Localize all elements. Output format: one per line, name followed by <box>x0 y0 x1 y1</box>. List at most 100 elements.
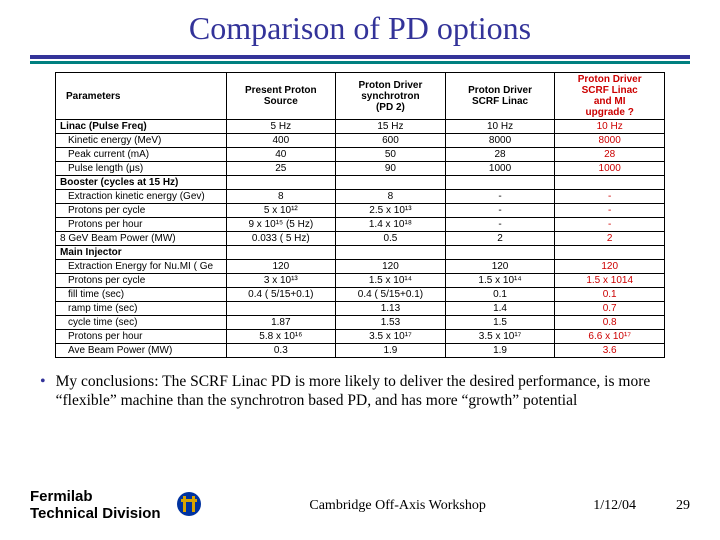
bullet-icon: • <box>40 372 46 411</box>
table-cell: 10 Hz <box>555 120 665 134</box>
table-cell: - <box>445 204 555 218</box>
table-cell: 0.033 ( 5 Hz) <box>226 232 336 246</box>
page-title: Comparison of PD options <box>0 0 720 55</box>
table-cell: 1.9 <box>336 344 446 358</box>
table-cell: Extraction kinetic energy (Gev) <box>56 190 227 204</box>
table-cell: 0.8 <box>555 316 665 330</box>
table-cell: Ave Beam Power (MW) <box>56 344 227 358</box>
table-cell: 120 <box>445 260 555 274</box>
footer-date: 1/12/04 <box>593 498 636 514</box>
table-cell: 5 Hz <box>226 120 336 134</box>
table-header-cell: Parameters <box>56 73 227 120</box>
table-cell: 40 <box>226 148 336 162</box>
table-row: fill time (sec)0.4 ( 5/15+0.1)0.4 ( 5/15… <box>56 288 665 302</box>
table-cell: 9 x 10¹⁵ (5 Hz) <box>226 218 336 232</box>
table-cell: 0.4 ( 5/15+0.1) <box>226 288 336 302</box>
table-cell: Protons per hour <box>56 330 227 344</box>
table-header-cell: Linac (Pulse Freq) <box>56 120 227 134</box>
table-cell <box>226 302 336 316</box>
table-cell: - <box>445 218 555 232</box>
table-cell: 1.13 <box>336 302 446 316</box>
table-cell: 5.8 x 10¹⁶ <box>226 330 336 344</box>
table-row: Main Injector <box>56 246 665 260</box>
lab-name: Fermilab Technical Division <box>30 489 170 522</box>
table-row: Protons per cycle5 x 10¹²2.5 x 10¹³-- <box>56 204 665 218</box>
table-cell: 8 GeV Beam Power (MW) <box>56 232 227 246</box>
title-underline <box>30 55 690 64</box>
table-cell: 1.5 x 10¹⁴ <box>445 274 555 288</box>
table-cell <box>226 176 336 190</box>
table-cell: fill time (sec) <box>56 288 227 302</box>
table-cell: 8000 <box>445 134 555 148</box>
table-cell <box>226 246 336 260</box>
table-header-cell: Proton DriverSCRF Linac <box>445 73 555 120</box>
table-cell: 2.5 x 10¹³ <box>336 204 446 218</box>
table-cell: 25 <box>226 162 336 176</box>
table-cell <box>336 176 446 190</box>
table-row: Booster (cycles at 15 Hz) <box>56 176 665 190</box>
table-row: cycle time (sec)1.871.531.50.8 <box>56 316 665 330</box>
table-cell: 0.5 <box>336 232 446 246</box>
table-cell: 0.4 ( 5/15+0.1) <box>336 288 446 302</box>
lab-line2: Technical Division <box>30 506 170 523</box>
table-cell: 1.5 x 10¹⁴ <box>336 274 446 288</box>
table-cell: 0.3 <box>226 344 336 358</box>
table-cell <box>555 246 665 260</box>
table-row: Protons per cycle3 x 10¹³1.5 x 10¹⁴1.5 x… <box>56 274 665 288</box>
table-cell: 1.4 x 10¹⁸ <box>336 218 446 232</box>
table-cell: 0.7 <box>555 302 665 316</box>
table-cell: 600 <box>336 134 446 148</box>
table-cell: 3.5 x 10¹⁷ <box>445 330 555 344</box>
footer-page: 29 <box>676 498 690 514</box>
table-cell: 1.87 <box>226 316 336 330</box>
table-header-cell: Booster (cycles at 15 Hz) <box>56 176 227 190</box>
table-row: ParametersPresent ProtonSourceProton Dri… <box>56 73 665 120</box>
table-header-cell: Proton DriverSCRF Linacand MIupgrade ? <box>555 73 665 120</box>
comparison-table-wrap: ParametersPresent ProtonSourceProton Dri… <box>55 72 665 358</box>
table-cell: 3 x 10¹³ <box>226 274 336 288</box>
table-header-cell: Proton Driversynchrotron(PD 2) <box>336 73 446 120</box>
slide-footer: Fermilab Technical Division Cambridge Of… <box>0 489 720 522</box>
table-cell: 5 x 10¹² <box>226 204 336 218</box>
table-cell: 0.1 <box>445 288 555 302</box>
table-cell: 28 <box>445 148 555 162</box>
table-cell: - <box>445 190 555 204</box>
table-row: Linac (Pulse Freq)5 Hz15 Hz10 Hz10 Hz <box>56 120 665 134</box>
table-cell: 50 <box>336 148 446 162</box>
table-cell: 120 <box>555 260 665 274</box>
table-row: Extraction Energy for Nu.MI ( Ge12012012… <box>56 260 665 274</box>
table-cell: Protons per cycle <box>56 204 227 218</box>
table-row: Pulse length (μs)259010001000 <box>56 162 665 176</box>
table-cell: 1.5 <box>445 316 555 330</box>
table-header-cell: Main Injector <box>56 246 227 260</box>
table-cell: 90 <box>336 162 446 176</box>
table-cell: ramp time (sec) <box>56 302 227 316</box>
table-cell: 3.5 x 10¹⁷ <box>336 330 446 344</box>
table-cell <box>445 246 555 260</box>
table-cell: 15 Hz <box>336 120 446 134</box>
table-cell: Peak current (mA) <box>56 148 227 162</box>
table-cell: Protons per cycle <box>56 274 227 288</box>
comparison-table: ParametersPresent ProtonSourceProton Dri… <box>55 72 665 358</box>
table-cell: 8000 <box>555 134 665 148</box>
table-row: Protons per hour5.8 x 10¹⁶3.5 x 10¹⁷3.5 … <box>56 330 665 344</box>
table-cell: 1.4 <box>445 302 555 316</box>
table-cell: Pulse length (μs) <box>56 162 227 176</box>
table-cell: 120 <box>336 260 446 274</box>
table-cell: - <box>555 190 665 204</box>
table-row: Protons per hour9 x 10¹⁵ (5 Hz)1.4 x 10¹… <box>56 218 665 232</box>
table-cell: Extraction Energy for Nu.MI ( Ge <box>56 260 227 274</box>
table-cell: cycle time (sec) <box>56 316 227 330</box>
table-row: Extraction kinetic energy (Gev)88-- <box>56 190 665 204</box>
table-cell: 1000 <box>555 162 665 176</box>
conclusions-text: My conclusions: The SCRF Linac PD is mor… <box>56 372 680 411</box>
table-cell: 10 Hz <box>445 120 555 134</box>
table-cell <box>445 176 555 190</box>
table-cell: 6.6 x 10¹⁷ <box>555 330 665 344</box>
table-cell: 1.5 x 1014 <box>555 274 665 288</box>
table-cell: 2 <box>445 232 555 246</box>
lab-line1: Fermilab <box>30 489 170 506</box>
table-header-cell: Present ProtonSource <box>226 73 336 120</box>
table-cell: 400 <box>226 134 336 148</box>
footer-venue: Cambridge Off-Axis Workshop <box>202 498 593 514</box>
